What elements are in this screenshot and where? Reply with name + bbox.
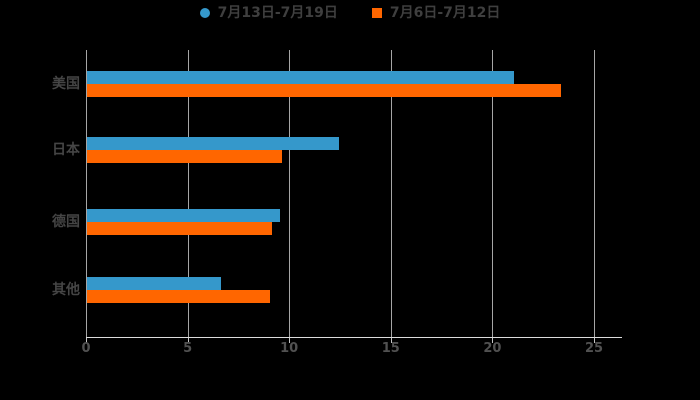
x-tick-label-15: 15	[381, 341, 400, 356]
y-axis-label-1: 美国	[52, 76, 80, 92]
x-tick-label-20: 20	[483, 341, 502, 356]
circle-legend-marker-icon	[199, 8, 210, 18]
x-tick-label-25: 25	[584, 341, 604, 356]
bar-series2-3[interactable]	[87, 222, 272, 235]
x-axis-tick-20	[492, 338, 494, 343]
bar-series1-1[interactable]	[87, 71, 514, 84]
y-axis-label-2: 日本	[52, 142, 80, 158]
legend-label: 7月6日-7月12日	[389, 5, 501, 21]
gridline-x-20	[492, 50, 494, 337]
gridline-x-25	[594, 50, 595, 337]
legend-item-1[interactable]: 7月13日-7月19日	[199, 5, 338, 21]
x-axis-tick-5	[187, 338, 189, 343]
legend-label: 7月13日-7月19日	[217, 5, 338, 21]
x-tick-label-5: 5	[183, 341, 193, 356]
x-axis-tick-10	[289, 338, 291, 343]
x-tick-label-10: 10	[280, 341, 299, 356]
bar-series2-1[interactable]	[87, 84, 561, 97]
bar-series1-2[interactable]	[87, 137, 339, 150]
legend: 7月13日-7月19日 7月6日-7月12日	[0, 6, 700, 20]
x-axis-line	[86, 337, 622, 338]
bar-series1-4[interactable]	[87, 277, 222, 290]
x-axis-tick-25	[594, 338, 595, 343]
x-axis-tick-15	[390, 338, 392, 343]
gridline-x-15	[390, 50, 392, 337]
gridline-x-0	[86, 50, 87, 337]
bar-series1-3[interactable]	[87, 209, 280, 222]
y-axis-label-3: 德国	[52, 214, 80, 230]
square-legend-marker-icon	[371, 8, 382, 18]
x-axis-tick-0	[86, 338, 87, 343]
bar-series2-4[interactable]	[87, 290, 270, 303]
y-axis-label-4: 其他	[52, 282, 80, 298]
legend-item-2[interactable]: 7月6日-7月12日	[371, 5, 501, 21]
bar-series2-2[interactable]	[87, 150, 283, 163]
gridline-x-5	[187, 50, 189, 337]
x-tick-label-0: 0	[81, 341, 91, 356]
gridline-x-10	[289, 50, 291, 337]
